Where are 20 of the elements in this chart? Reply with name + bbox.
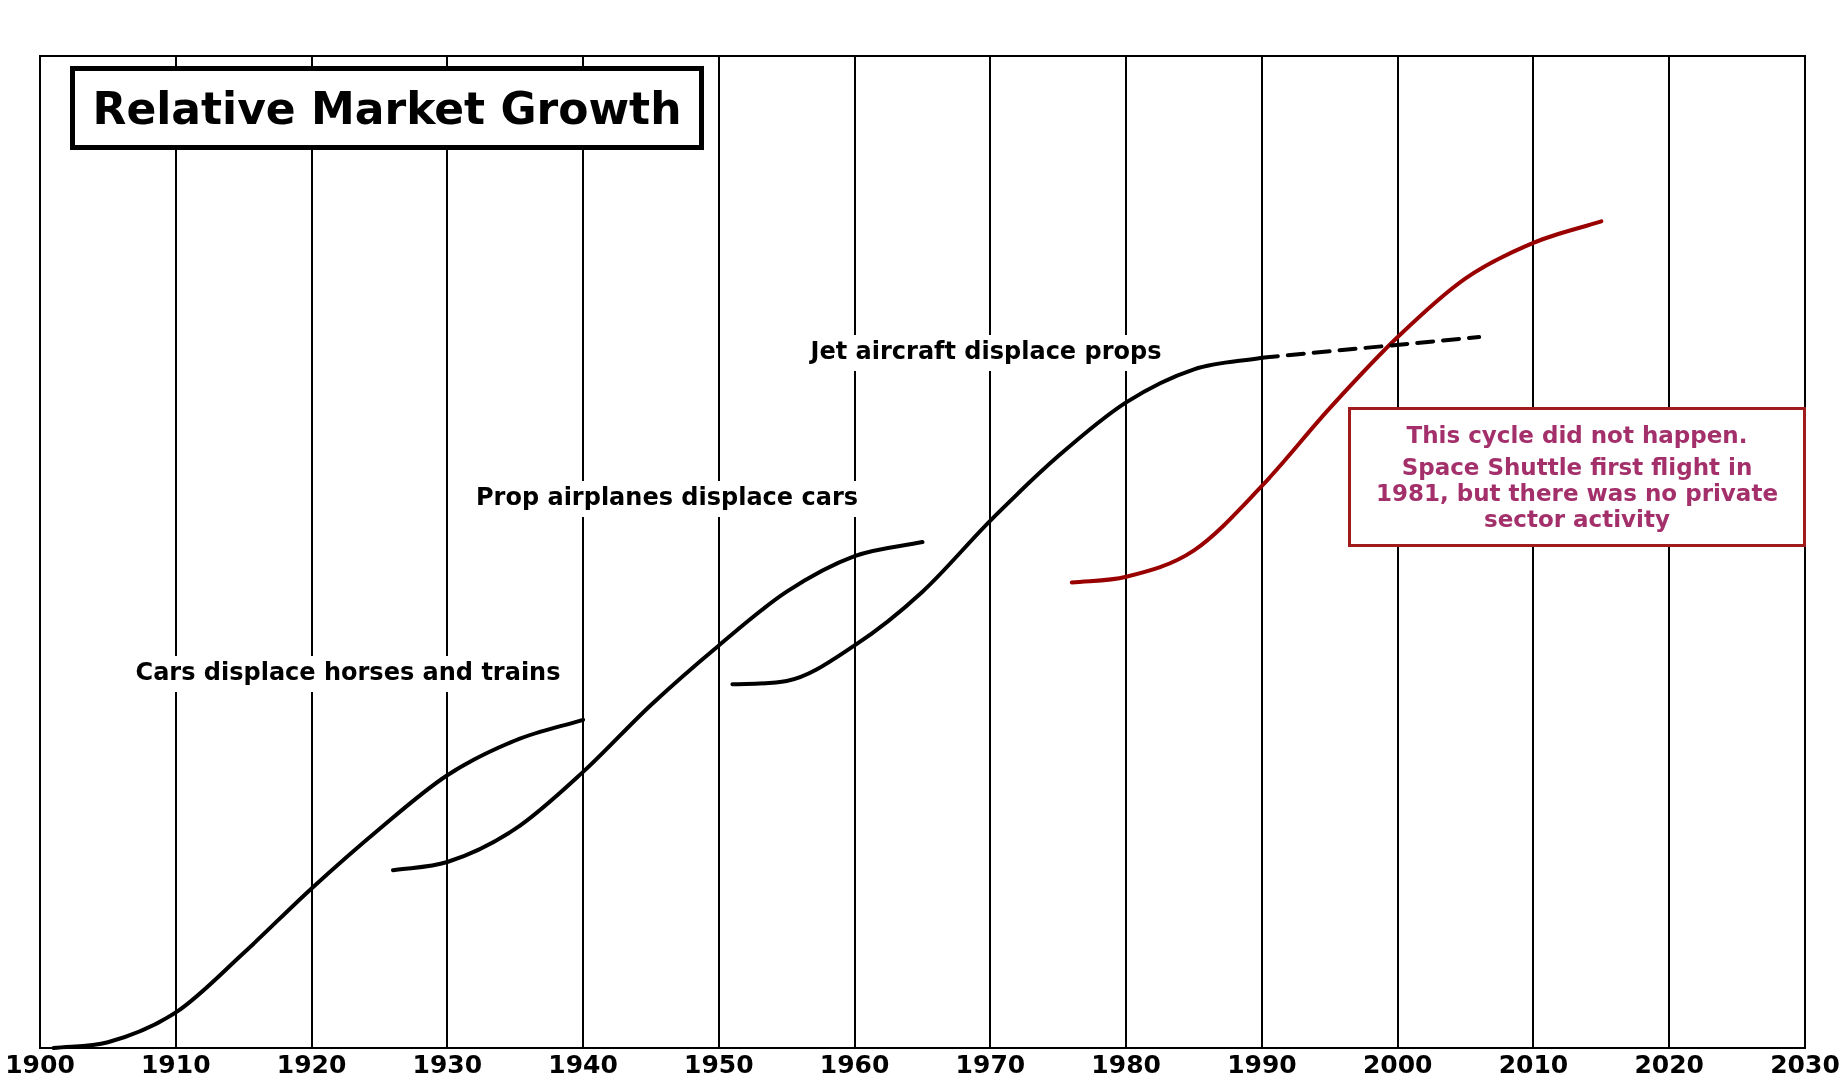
x-tick-label: 2020 [1634,1049,1705,1079]
annotation: Prop airplanes displace cars [475,483,859,512]
x-tick-label: 1950 [684,1049,754,1079]
x-tick-label: 1910 [140,1049,211,1079]
annotation: This cycle did not happen. [1405,422,1749,448]
x-tick-label: 1930 [412,1049,483,1079]
chart-title: Relative Market Growth [70,66,704,150]
x-tick-label: 1900 [5,1049,75,1079]
x-tick-label: 2030 [1770,1049,1840,1079]
x-tick-label: 2010 [1498,1049,1569,1079]
x-tick-label: 1980 [1091,1049,1161,1079]
x-tick-label: 1960 [819,1049,890,1079]
annotation: Space Shuttle first flight in 1981, but there was no private sector activity [1375,454,1779,532]
x-tick-label: 1920 [276,1049,347,1079]
x-tick-label: 1970 [955,1049,1026,1079]
x-tick-label: 2000 [1362,1049,1433,1079]
x-tick-label: 1990 [1227,1049,1297,1079]
annotation: Cars displace horses and trains [135,658,561,687]
annotation: Jet aircraft displace props [808,337,1162,366]
x-tick-label: 1940 [548,1049,618,1079]
